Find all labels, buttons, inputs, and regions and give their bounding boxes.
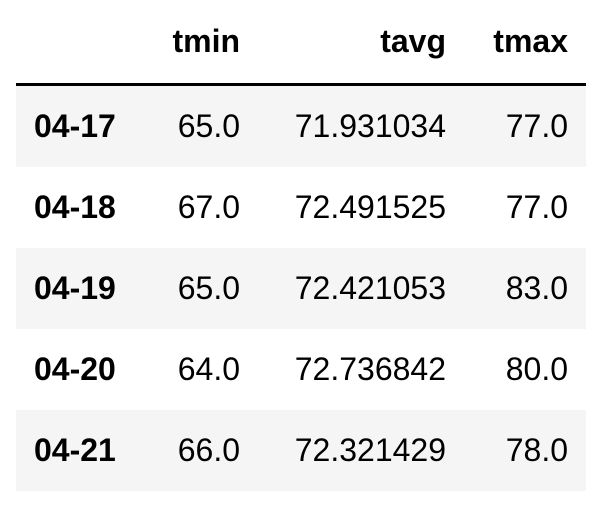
- cell-tmax: 83.0: [505, 270, 568, 306]
- cell-tmin: 67.0: [177, 189, 240, 225]
- table-row: 04-21 66.0 72.321429 78.0: [16, 410, 586, 491]
- column-header-tmax: tmax: [464, 0, 586, 86]
- index-header: [16, 0, 146, 86]
- cell-tavg: 72.421053: [294, 270, 446, 306]
- cell-tmax: 80.0: [505, 351, 568, 387]
- column-header-tmin: tmin: [146, 0, 258, 86]
- table-row: 04-17 65.0 71.931034 77.0: [16, 84, 586, 167]
- table-row: 04-18 67.0 72.491525 77.0: [16, 167, 586, 248]
- table-header: tmin tavg tmax: [16, 0, 586, 86]
- cell-tavg: 72.491525: [294, 189, 446, 225]
- row-index-label: 04-20: [34, 351, 116, 387]
- row-index-label: 04-19: [34, 270, 116, 306]
- cell-tmin: 64.0: [177, 351, 240, 387]
- cell-tavg: 71.931034: [294, 108, 446, 144]
- table-body: 04-17 65.0 71.931034 77.0 04-18 67.0 72.…: [16, 84, 586, 491]
- column-header-tavg: tavg: [258, 0, 464, 86]
- cell-tmax: 77.0: [505, 108, 568, 144]
- header-row: tmin tavg tmax: [16, 0, 586, 86]
- cell-tavg: 72.736842: [294, 351, 446, 387]
- row-index-label: 04-18: [34, 189, 116, 225]
- cell-tmin: 65.0: [177, 108, 240, 144]
- cell-tmin: 65.0: [177, 270, 240, 306]
- row-index-label: 04-17: [34, 108, 116, 144]
- cell-tmax: 78.0: [505, 432, 568, 468]
- dataframe-table: tmin tavg tmax 04-17 65.0 71.931034 77.0…: [16, 0, 586, 491]
- row-index-label: 04-21: [34, 432, 116, 468]
- cell-tmin: 66.0: [177, 432, 240, 468]
- table-row: 04-20 64.0 72.736842 80.0: [16, 329, 586, 410]
- table-row: 04-19 65.0 72.421053 83.0: [16, 248, 586, 329]
- cell-tavg: 72.321429: [294, 432, 446, 468]
- cell-tmax: 77.0: [505, 189, 568, 225]
